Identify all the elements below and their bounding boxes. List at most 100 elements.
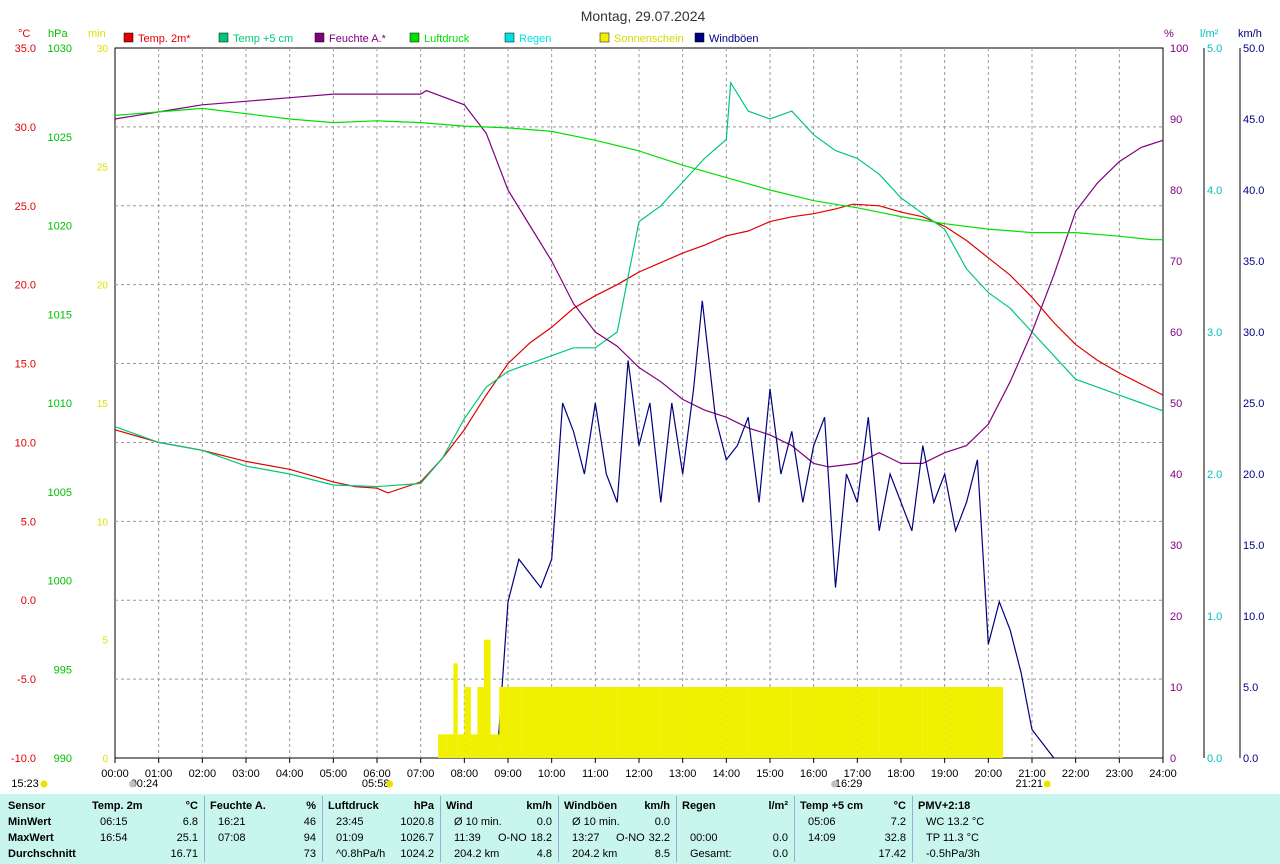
table-row-label: Durchschnitt [8, 848, 76, 860]
time-tick-label: 08:00 [451, 768, 479, 780]
sunshine-bar [748, 687, 770, 758]
tick-wind: 0.0 [1243, 753, 1258, 765]
table-cell-value: 1020.8 [400, 816, 434, 828]
table-cell-value: 0.0 [536, 816, 552, 828]
tick-sun: 15 [97, 399, 109, 410]
sunshine-bar [477, 687, 484, 758]
table-cell-value: 16.71 [170, 848, 198, 860]
legend-swatch [314, 32, 325, 43]
sunshine-bar [521, 687, 557, 758]
sunshine-bar [499, 687, 508, 758]
table-row-label: MaxWert [8, 832, 54, 844]
table-group-title: Temp +5 cm [800, 800, 864, 812]
tick-pressure: 1015 [48, 309, 72, 321]
table-group-unit: hPa [413, 800, 434, 812]
table-cell-value: 6.8 [182, 816, 198, 828]
legend-label: Regen [519, 33, 551, 45]
sun-moon-icon [128, 780, 136, 788]
time-tick-label: 15:00 [756, 768, 784, 780]
tick-temp: 15.0 [15, 359, 36, 371]
tick-temp: 20.0 [15, 280, 36, 292]
sunshine-bar [483, 639, 491, 758]
table-cell-value: 18.2 [530, 832, 552, 844]
table-group-title: PMV+2:18 [918, 800, 971, 812]
time-tick-label: 20:00 [975, 768, 1003, 780]
sunshine-bar [682, 687, 705, 758]
table-cell-time: Ø 10 min. [454, 816, 502, 828]
time-tick-label: 00:00 [101, 768, 129, 780]
sunshine-bar [726, 687, 749, 758]
sunshine-bar [617, 687, 639, 758]
time-tick-label: 17:00 [844, 768, 872, 780]
sunshine-bar [901, 687, 923, 758]
table-group-unit: l/m² [768, 800, 788, 812]
sunshine-bar [922, 687, 945, 758]
table-cell-time: 01:09 [336, 832, 364, 844]
sunshine-bar [639, 687, 661, 758]
table-group-title: Feuchte A. [210, 800, 266, 812]
sun-moon-icon [40, 780, 48, 788]
legend-swatch [504, 32, 515, 43]
time-tick-label: 03:00 [232, 768, 260, 780]
table-group-title: Regen [682, 800, 716, 812]
tick-rain: 1.0 [1207, 611, 1222, 623]
table-cell-time: -0.5hPa/3h [926, 848, 980, 860]
tick-wind: 45.0 [1243, 114, 1264, 126]
legend-label: Windböen [709, 33, 759, 45]
table-separator [204, 796, 205, 862]
tick-sun: 5 [102, 636, 108, 647]
axis-labels: 35.0 30.0 25.0 20.0 15.0 10.0 5.0 0.0 -5.0 -10.0 1… [11, 43, 1265, 780]
table-group-unit: km/h [644, 800, 670, 812]
marker-moonrise: 00:24 [131, 778, 159, 790]
marker-sunset: 21:21 [1016, 778, 1044, 790]
sunshine-bar [464, 687, 471, 758]
table-cell-time: 204.2 km [454, 848, 500, 860]
table-cell-value: 94 [303, 832, 316, 844]
tick-hum: 20 [1170, 611, 1182, 623]
table-cell-value: 0.0 [772, 848, 788, 860]
table-cell-time: 00:00 [690, 832, 718, 844]
table-cell-time: 11:39 [454, 832, 481, 844]
table-cell-dir: O-NO [616, 832, 645, 844]
tick-hum: 80 [1170, 185, 1182, 197]
table-cell-value: 73 [303, 848, 316, 860]
table-cell-value: 46 [303, 816, 316, 828]
unit-sun: min [88, 28, 106, 40]
marker-sunrise: 05:58 [362, 778, 390, 790]
sunshine-bar [988, 687, 998, 758]
table-cell-time: 05:06 [808, 816, 836, 828]
table-cell-time: 204.2 km [572, 848, 618, 860]
tick-hum: 70 [1170, 256, 1182, 268]
table-group-unit: °C [185, 800, 198, 812]
time-tick-label: 19:00 [931, 768, 959, 780]
table-cell-dir: O-NO [498, 832, 527, 844]
series-temp [114, 80, 1164, 488]
unit-temp: °C [18, 28, 30, 40]
table-cell-time: 07:08 [218, 832, 246, 844]
time-tick-label: 18:00 [887, 768, 915, 780]
time-tick-label: 02:00 [189, 768, 217, 780]
table-cell-time: 13:27 [572, 832, 600, 844]
sunshine-bar [453, 663, 458, 758]
tick-temp: 35.0 [15, 43, 36, 55]
tick-hum: 60 [1170, 327, 1182, 339]
tick-wind: 20.0 [1243, 469, 1264, 481]
sunshine-bar [997, 687, 1004, 758]
table-cell-time: Gesamt: [690, 848, 732, 860]
tick-sun: 30 [97, 44, 109, 55]
sunshine-bar [704, 687, 727, 758]
tick-pressure: 1025 [48, 132, 72, 144]
tick-pressure: 995 [54, 664, 72, 676]
tick-temp: -10.0 [11, 753, 36, 765]
tick-sun: 25 [97, 162, 109, 173]
sunshine-bar [966, 687, 989, 758]
marker-moonset: 16:29 [835, 778, 863, 790]
tick-wind: 10.0 [1243, 611, 1264, 623]
table-cell-value: 1024.2 [400, 848, 434, 860]
table-cell-value: 0.0 [772, 832, 788, 844]
tick-wind: 40.0 [1243, 185, 1264, 197]
table-cell-value: 7.2 [890, 816, 906, 828]
tick-wind: 35.0 [1243, 256, 1264, 268]
time-tick-label: 16:00 [800, 768, 828, 780]
tick-hum: 40 [1170, 469, 1182, 481]
